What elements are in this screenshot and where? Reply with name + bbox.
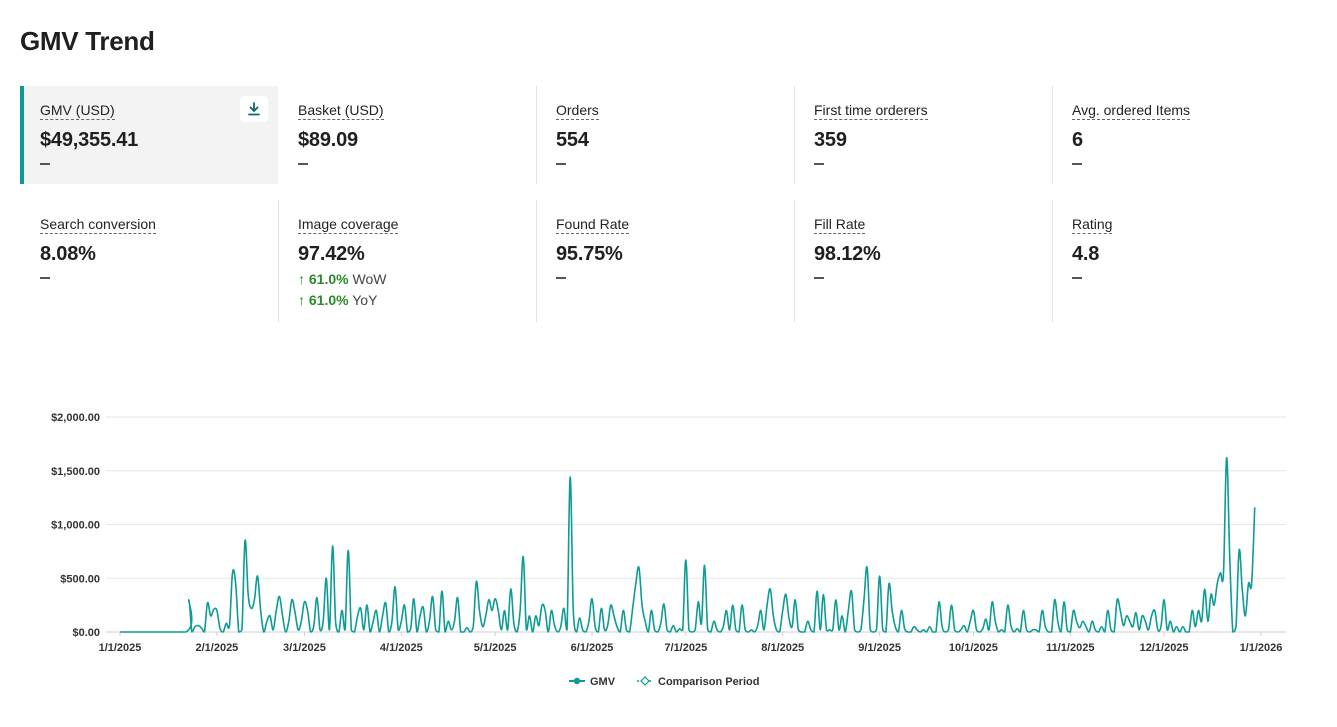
kpi-trend-none: [1072, 163, 1082, 165]
gmv-trend-chart[interactable]: $0.00 $500.00 $1,000.00 $1,500.00 $2,000.00 1…: [0, 390, 1337, 710]
legend-marker-comparison: [640, 676, 650, 686]
y-tick-label: $1,500.00: [51, 466, 100, 478]
kpi-card-basket[interactable]: Basket (USD) $89.09: [278, 86, 536, 184]
kpi-grid: GMV (USD) $49,355.41 Basket (USD) $89.09…: [20, 86, 1310, 322]
kpi-value: 554: [556, 129, 589, 151]
x-tick-label: 11/1/2025: [1046, 642, 1094, 654]
y-tick-label: $2,000.00: [51, 412, 100, 424]
trend-value: 61.0%: [308, 271, 349, 287]
download-button[interactable]: [240, 96, 268, 122]
kpi-row: GMV (USD) $49,355.41 Basket (USD) $89.09…: [20, 86, 1310, 184]
kpi-value: 359: [814, 129, 847, 151]
kpi-card-search-conversion[interactable]: Search conversion 8.08%: [20, 200, 278, 322]
kpi-card-avg-ordered-items[interactable]: Avg. ordered Items 6: [1052, 86, 1310, 184]
download-icon: [248, 102, 260, 116]
x-tick-label: 7/1/2025: [664, 642, 707, 654]
kpi-card-rating[interactable]: Rating 4.8: [1052, 200, 1310, 322]
legend-label-comparison: Comparison Period: [658, 676, 759, 688]
kpi-card-fill-rate[interactable]: Fill Rate 98.12%: [794, 200, 1052, 322]
page-title: GMV Trend: [20, 26, 155, 56]
kpi-trend-none: [556, 163, 566, 165]
x-tick-label: 3/1/2025: [283, 642, 326, 654]
kpi-value: $89.09: [298, 129, 358, 151]
kpi-label: Search conversion: [40, 216, 156, 234]
arrow-up-icon: ↑: [298, 271, 305, 287]
kpi-label: Found Rate: [556, 216, 630, 234]
kpi-label: Orders: [556, 102, 599, 120]
x-tick-label: 4/1/2025: [380, 642, 423, 654]
kpi-value: 95.75%: [556, 243, 623, 265]
legend-marker-gmv: [573, 677, 581, 685]
y-tick-label: $0.00: [72, 627, 100, 639]
x-tick-label: 2/1/2025: [195, 642, 238, 654]
arrow-up-icon: ↑: [298, 292, 305, 308]
x-tick-label: 12/1/2025: [1140, 642, 1189, 654]
trend-label: YoY: [352, 292, 378, 308]
kpi-value: 98.12%: [814, 243, 881, 265]
kpi-trend-none: [814, 163, 824, 165]
kpi-label: First time orderers: [814, 102, 928, 120]
kpi-trend-wow: ↑ 61.0% WoW: [298, 271, 516, 287]
kpi-card-gmv[interactable]: GMV (USD) $49,355.41: [20, 86, 278, 184]
kpi-value: 4.8: [1072, 243, 1100, 265]
kpi-card-image-coverage[interactable]: Image coverage 97.42% ↑ 61.0% WoW ↑ 61.0…: [278, 200, 536, 322]
x-tick-label: 1/1/2025: [99, 642, 142, 654]
legend-label-gmv: GMV: [590, 676, 616, 688]
kpi-value: 8.08%: [40, 243, 96, 265]
x-tick-label: 8/1/2025: [761, 642, 804, 654]
kpi-trend-none: [40, 277, 50, 279]
kpi-value: $49,355.41: [40, 129, 139, 151]
y-tick-label: $500.00: [60, 573, 100, 585]
kpi-trend-none: [556, 277, 566, 279]
kpi-label: Basket (USD): [298, 102, 384, 120]
series-line-gmv: [119, 457, 1256, 633]
kpi-label: Image coverage: [298, 216, 399, 234]
x-tick-label: 9/1/2025: [858, 642, 901, 654]
trend-label: WoW: [352, 271, 387, 287]
kpi-label: Rating: [1072, 216, 1113, 234]
kpi-trend-yoy: ↑ 61.0% YoY: [298, 292, 516, 308]
trend-value: 61.0%: [308, 292, 349, 308]
y-tick-label: $1,000.00: [51, 520, 100, 532]
kpi-trend-none: [1072, 277, 1082, 279]
kpi-value: 97.42%: [298, 243, 365, 265]
x-tick-label: 10/1/2025: [949, 642, 998, 654]
kpi-card-first-time-orderers[interactable]: First time orderers 359: [794, 86, 1052, 184]
kpi-value: 6: [1072, 129, 1083, 151]
x-tick-label: 6/1/2025: [571, 642, 614, 654]
kpi-label: Avg. ordered Items: [1072, 102, 1191, 120]
kpi-row: Search conversion 8.08% Image coverage 9…: [20, 200, 1310, 322]
kpi-trend-none: [298, 163, 308, 165]
x-tick-label: 1/1/2026: [1240, 642, 1283, 654]
kpi-label: Fill Rate: [814, 216, 866, 234]
kpi-trend-none: [814, 277, 824, 279]
kpi-card-orders[interactable]: Orders 554: [536, 86, 794, 184]
kpi-card-found-rate[interactable]: Found Rate 95.75%: [536, 200, 794, 322]
kpi-trend-none: [40, 163, 50, 165]
x-tick-label: 5/1/2025: [474, 642, 517, 654]
kpi-label: GMV (USD): [40, 102, 115, 120]
